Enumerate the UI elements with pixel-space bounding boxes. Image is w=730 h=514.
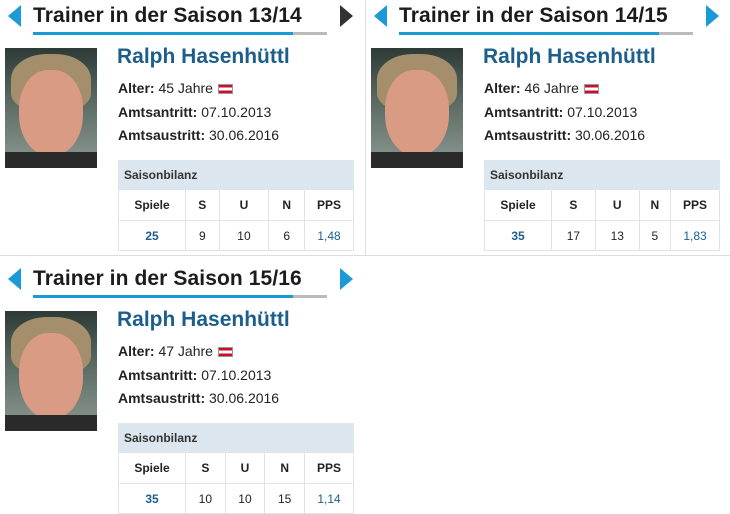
age-label: Alter:: [118, 343, 155, 359]
next-season-arrow-icon[interactable]: [340, 5, 353, 27]
header-games: Spiele: [484, 189, 552, 221]
end-label: Amtsaustritt:: [484, 127, 572, 143]
title-underline: [33, 32, 327, 35]
start-label: Amtsantritt:: [118, 104, 198, 120]
losses-value: 15: [264, 483, 305, 514]
draws-value: 13: [594, 220, 640, 251]
header-losses: N: [268, 189, 305, 221]
header-games: Spiele: [118, 189, 186, 221]
title-underline: [33, 295, 327, 298]
start-label: Amtsantritt:: [118, 367, 198, 383]
header-losses: N: [638, 189, 672, 221]
next-season-arrow-icon[interactable]: [706, 5, 719, 27]
end-date-line: Amtsaustritt: 30.06.2016: [118, 127, 279, 143]
start-value: 07.10.2013: [201, 104, 272, 120]
age-line: Alter: 47 Jahre: [118, 343, 233, 359]
wins-value: 10: [185, 483, 226, 514]
end-date-line: Amtsaustritt: 30.06.2016: [118, 390, 279, 406]
pps-value: 1,48: [304, 220, 354, 251]
games-value[interactable]: 35: [118, 483, 186, 514]
title-underline: [399, 32, 693, 35]
header-wins: S: [185, 452, 226, 484]
next-season-arrow-icon[interactable]: [340, 268, 353, 290]
header-draws: U: [594, 189, 640, 221]
games-value[interactable]: 25: [118, 220, 186, 251]
start-label: Amtsantritt:: [484, 104, 564, 120]
austria-flag-icon: [217, 84, 233, 94]
header-draws: U: [224, 452, 266, 484]
card-title: Trainer in der Saison 14/15: [399, 4, 668, 27]
age-value: 47 Jahre: [158, 343, 213, 359]
previous-season-arrow-icon[interactable]: [8, 5, 21, 27]
start-value: 07.10.2013: [567, 104, 638, 120]
end-date-line: Amtsaustritt: 30.06.2016: [484, 127, 645, 143]
austria-flag-icon: [583, 84, 599, 94]
previous-season-arrow-icon[interactable]: [374, 5, 387, 27]
pps-value: 1,14: [304, 483, 354, 514]
age-value: 46 Jahre: [524, 80, 579, 96]
trainer-photo: [371, 48, 463, 168]
end-value: 30.06.2016: [209, 127, 280, 143]
end-label: Amtsaustritt:: [118, 127, 206, 143]
trainer-season-card: Trainer in der Saison 15/16 Ralph Hasenh…: [0, 263, 366, 514]
table-row: 35 10 10 15 1,14: [118, 483, 354, 514]
draws-value: 10: [218, 220, 270, 251]
header-wins: S: [185, 189, 220, 221]
pps-value: 1,83: [670, 220, 720, 251]
wins-value: 9: [185, 220, 220, 251]
header-wins: S: [551, 189, 596, 221]
table-header-row: Spiele S U N PPS: [118, 189, 354, 221]
header-draws: U: [218, 189, 270, 221]
trainer-photo: [5, 311, 97, 431]
start-date-line: Amtsantritt: 07.10.2013: [484, 104, 637, 120]
table-header-row: Spiele S U N PPS: [484, 189, 720, 221]
trainer-season-card: Trainer in der Saison 13/14 Ralph Hasenh…: [0, 0, 366, 256]
games-value[interactable]: 35: [484, 220, 552, 251]
age-label: Alter:: [118, 80, 155, 96]
season-stats-table: Saisonbilanz Spiele S U N PPS 25 9 10 6 …: [118, 160, 354, 251]
losses-value: 6: [268, 220, 305, 251]
table-header-row: Spiele S U N PPS: [118, 452, 354, 484]
start-date-line: Amtsantritt: 07.10.2013: [118, 104, 271, 120]
start-date-line: Amtsantritt: 07.10.2013: [118, 367, 271, 383]
header-pps: PPS: [304, 189, 354, 221]
header-losses: N: [264, 452, 305, 484]
trainer-name[interactable]: Ralph Hasenhüttl: [483, 45, 656, 68]
season-stats-table: Saisonbilanz Spiele S U N PPS 35 17 13 5…: [484, 160, 720, 251]
trainer-name[interactable]: Ralph Hasenhüttl: [117, 308, 290, 331]
end-value: 30.06.2016: [209, 390, 280, 406]
draws-value: 10: [224, 483, 266, 514]
table-caption: Saisonbilanz: [484, 160, 720, 190]
age-line: Alter: 45 Jahre: [118, 80, 233, 96]
table-row: 35 17 13 5 1,83: [484, 220, 720, 251]
age-value: 45 Jahre: [158, 80, 213, 96]
card-title: Trainer in der Saison 15/16: [33, 267, 302, 290]
losses-value: 5: [638, 220, 672, 251]
card-title: Trainer in der Saison 13/14: [33, 4, 302, 27]
header-pps: PPS: [304, 452, 354, 484]
austria-flag-icon: [217, 347, 233, 357]
start-value: 07.10.2013: [201, 367, 272, 383]
trainer-season-card: Trainer in der Saison 14/15 Ralph Hasenh…: [366, 0, 730, 256]
end-value: 30.06.2016: [575, 127, 646, 143]
header-games: Spiele: [118, 452, 186, 484]
season-stats-table: Saisonbilanz Spiele S U N PPS 35 10 10 1…: [118, 423, 354, 514]
header-pps: PPS: [670, 189, 720, 221]
table-caption: Saisonbilanz: [118, 160, 354, 190]
table-row: 25 9 10 6 1,48: [118, 220, 354, 251]
age-line: Alter: 46 Jahre: [484, 80, 599, 96]
age-label: Alter:: [484, 80, 521, 96]
wins-value: 17: [551, 220, 596, 251]
trainer-photo: [5, 48, 97, 168]
end-label: Amtsaustritt:: [118, 390, 206, 406]
previous-season-arrow-icon[interactable]: [8, 268, 21, 290]
trainer-name[interactable]: Ralph Hasenhüttl: [117, 45, 290, 68]
table-caption: Saisonbilanz: [118, 423, 354, 453]
